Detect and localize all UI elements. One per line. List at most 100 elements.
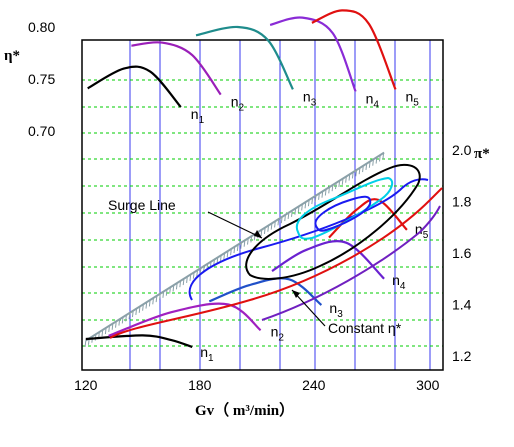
pres-label-n3: n3 <box>329 300 343 320</box>
surge-hatch <box>159 293 161 301</box>
surge-hatch <box>267 225 270 232</box>
surge-hatch <box>382 152 385 160</box>
surge-hatch <box>125 314 127 322</box>
surge-hatch <box>301 204 303 211</box>
surge-hatch <box>307 199 310 207</box>
surge-hatch <box>189 274 192 281</box>
pres-curve-n1 <box>85 334 193 349</box>
surge-hatch <box>335 182 337 190</box>
surge-hatch <box>196 270 198 277</box>
surge-hatch <box>328 186 330 194</box>
surge-hatch <box>362 165 364 173</box>
eff-label-n4: n4 <box>366 90 380 110</box>
eff-label-n1: n1 <box>191 106 205 126</box>
contour-4 <box>295 176 394 240</box>
x-tick-label: 300 <box>416 377 440 393</box>
contour-0 <box>188 178 429 301</box>
surge-hatch <box>294 208 297 215</box>
surge-hatch <box>226 250 229 258</box>
surge-hatch <box>270 223 273 230</box>
surge-hatch <box>311 197 314 205</box>
surge-hatch <box>111 323 114 330</box>
y-left-tick-label: 0.70 <box>28 123 55 139</box>
y-left-label: η* <box>4 48 20 64</box>
surge-hatch <box>365 163 368 170</box>
surge-hatch <box>162 291 165 298</box>
surge-hatch <box>372 159 374 166</box>
surge-hatch <box>375 157 378 164</box>
surge-hatch <box>287 212 290 220</box>
surge-hatch <box>341 178 344 185</box>
surge-line-main <box>85 151 385 342</box>
y-right-tick-label: 1.4 <box>452 297 472 313</box>
contour-1 <box>109 187 443 339</box>
surge-hatch <box>101 329 104 337</box>
y-left-tick-labels: 0.850.800.750.70 <box>28 19 55 139</box>
surge-hatch <box>348 174 351 181</box>
pressure-curves: n1 n2 n3 n4 n5 <box>85 198 429 364</box>
surge-hatch <box>263 227 266 234</box>
y-left-tick-label: 0.80 <box>28 19 55 35</box>
pres-label-n4: n4 <box>392 272 406 292</box>
y-right-tick-label: 1.6 <box>452 245 472 261</box>
surge-hatch <box>230 248 232 256</box>
constant-eta-pointer-arrow <box>292 290 300 298</box>
surge-hatch <box>277 218 280 226</box>
surge-line-label: Surge Line <box>108 197 176 213</box>
surge-hatch <box>247 238 249 245</box>
annotations: Surge Line Constant η* <box>108 197 402 336</box>
pres-curve-n3 <box>208 277 323 306</box>
surge-hatch <box>192 272 195 279</box>
contour-2 <box>261 205 441 321</box>
pres-curve-n4 <box>271 240 385 280</box>
y-left-title: η* <box>4 48 20 64</box>
surge-hatch <box>240 242 242 249</box>
eff-label-n3: n3 <box>303 88 317 108</box>
surge-hatch <box>250 236 253 243</box>
surge-hatch <box>314 195 317 202</box>
surge-hatch <box>179 280 182 288</box>
surge-hatch <box>236 244 239 252</box>
pres-label-n5: n5 <box>415 221 429 241</box>
surge-hatch <box>297 206 300 213</box>
y-right-title: π* <box>474 146 490 162</box>
surge-hatch <box>284 214 286 222</box>
pres-curve-n2 <box>108 302 262 337</box>
surge-hatch <box>175 282 178 290</box>
surge-hatch <box>351 172 354 179</box>
eff-curve-n2 <box>131 41 222 96</box>
eff-curve-n5 <box>311 9 397 90</box>
surge-hatch <box>331 184 334 192</box>
pres-label-n1: n1 <box>200 344 214 364</box>
surge-hatch <box>148 299 151 307</box>
surge-hatch <box>135 308 138 315</box>
plot-frame <box>81 39 444 371</box>
x-tick-label: 240 <box>302 377 326 393</box>
surge-hatch <box>304 201 307 209</box>
eff-label-n2: n2 <box>231 94 245 114</box>
surge-hatch <box>172 285 175 292</box>
surge-hatch <box>145 302 148 309</box>
surge-hatch <box>321 191 324 198</box>
surge-hatch <box>358 167 361 175</box>
surge-hatch <box>118 319 121 326</box>
y-right-tick-label: 2.0 <box>452 142 472 158</box>
eff-label-n5: n5 <box>406 88 420 108</box>
surge-hatch <box>219 255 222 262</box>
surge-hatch <box>260 229 263 237</box>
surge-hatch <box>131 310 134 318</box>
surge-pointer-arrow <box>254 230 262 238</box>
efficiency-curves: n1 n2 n3 n4 n5 <box>87 9 420 126</box>
surge-hatch <box>128 312 131 320</box>
surge-hatch <box>223 253 226 260</box>
x-tick-labels: 120 180 240 300 <box>74 377 440 393</box>
surge-hatch <box>324 189 327 196</box>
surge-hatch <box>318 193 320 200</box>
surge-hatch <box>152 297 154 305</box>
surge-hatch <box>233 246 236 254</box>
surge-hatch <box>142 304 144 311</box>
surge-hatch <box>115 321 117 328</box>
eff-curve-n1 <box>87 65 182 108</box>
surge-hatch <box>291 210 293 217</box>
